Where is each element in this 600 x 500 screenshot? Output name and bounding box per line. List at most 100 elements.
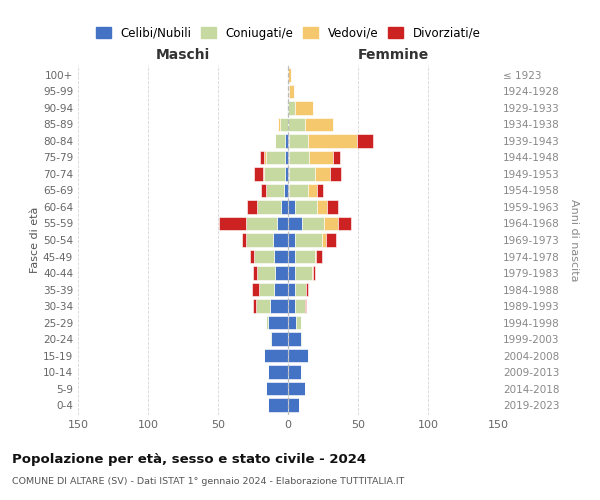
Bar xyxy=(289,184,308,197)
Bar xyxy=(322,233,326,247)
Bar xyxy=(271,332,288,346)
Bar xyxy=(242,233,246,247)
Bar xyxy=(256,300,270,313)
Bar xyxy=(295,250,314,264)
Y-axis label: Anni di nascita: Anni di nascita xyxy=(569,198,579,281)
Bar xyxy=(274,250,288,264)
Bar xyxy=(296,316,301,330)
Bar xyxy=(308,184,317,197)
Bar xyxy=(333,150,340,164)
Bar xyxy=(288,382,305,396)
Bar xyxy=(266,382,288,396)
Bar xyxy=(305,118,333,131)
Bar xyxy=(314,250,316,264)
Bar xyxy=(288,134,289,147)
Bar xyxy=(251,283,259,296)
Bar xyxy=(326,233,335,247)
Bar xyxy=(295,266,312,280)
Bar xyxy=(266,184,284,197)
Bar xyxy=(285,167,288,180)
Bar xyxy=(330,167,341,180)
Bar xyxy=(305,300,306,313)
Bar xyxy=(306,283,308,296)
Y-axis label: Fasce di età: Fasce di età xyxy=(30,207,40,273)
Bar xyxy=(287,101,288,114)
Bar xyxy=(288,233,295,247)
Bar xyxy=(325,216,338,230)
Bar xyxy=(220,216,246,230)
Bar xyxy=(266,150,285,164)
Bar xyxy=(270,300,288,313)
Bar xyxy=(314,167,330,180)
Bar xyxy=(284,184,288,197)
Bar xyxy=(289,167,314,180)
Bar xyxy=(281,200,288,214)
Bar xyxy=(268,366,288,379)
Bar xyxy=(317,200,327,214)
Bar xyxy=(302,216,325,230)
Bar xyxy=(288,250,295,264)
Bar xyxy=(264,349,288,362)
Bar xyxy=(295,300,305,313)
Bar xyxy=(268,398,288,412)
Text: Femmine: Femmine xyxy=(358,48,428,62)
Bar xyxy=(288,101,295,114)
Bar xyxy=(312,266,313,280)
Bar xyxy=(327,200,338,214)
Bar xyxy=(288,316,296,330)
Bar xyxy=(254,167,263,180)
Bar xyxy=(288,118,305,131)
Bar xyxy=(272,233,288,247)
Bar xyxy=(285,150,288,164)
Bar xyxy=(288,167,289,180)
Bar xyxy=(246,216,277,230)
Bar xyxy=(257,266,275,280)
Legend: Celibi/Nubili, Coniugati/e, Vedovi/e, Divorziati/e: Celibi/Nubili, Coniugati/e, Vedovi/e, Di… xyxy=(91,22,485,44)
Bar xyxy=(288,300,295,313)
Bar xyxy=(289,134,308,147)
Bar xyxy=(254,250,274,264)
Bar xyxy=(288,366,301,379)
Bar xyxy=(288,184,289,197)
Bar xyxy=(278,118,280,131)
Bar xyxy=(266,316,268,330)
Bar xyxy=(288,84,289,98)
Bar xyxy=(316,250,322,264)
Bar xyxy=(257,200,281,214)
Bar xyxy=(295,233,322,247)
Bar xyxy=(246,233,272,247)
Bar xyxy=(313,266,314,280)
Bar xyxy=(308,134,356,147)
Bar xyxy=(288,216,302,230)
Bar xyxy=(247,200,257,214)
Bar xyxy=(264,167,285,180)
Bar xyxy=(259,283,274,296)
Bar xyxy=(317,184,323,197)
Bar xyxy=(268,316,288,330)
Bar xyxy=(288,200,295,214)
Bar xyxy=(253,266,257,280)
Bar xyxy=(288,349,308,362)
Bar xyxy=(338,216,351,230)
Text: COMUNE DI ALTARE (SV) - Dati ISTAT 1° gennaio 2024 - Elaborazione TUTTITALIA.IT: COMUNE DI ALTARE (SV) - Dati ISTAT 1° ge… xyxy=(12,478,404,486)
Bar xyxy=(260,150,264,164)
Bar xyxy=(289,150,309,164)
Bar xyxy=(263,167,264,180)
Bar xyxy=(264,150,266,164)
Bar xyxy=(277,216,288,230)
Bar xyxy=(270,332,271,346)
Bar xyxy=(295,101,313,114)
Bar xyxy=(295,283,306,296)
Bar xyxy=(280,118,288,131)
Bar xyxy=(285,134,288,147)
Bar xyxy=(356,134,373,147)
Bar xyxy=(288,68,291,82)
Bar xyxy=(275,266,288,280)
Bar xyxy=(288,398,299,412)
Bar xyxy=(274,283,288,296)
Bar xyxy=(262,184,266,197)
Bar xyxy=(288,150,289,164)
Bar xyxy=(288,332,301,346)
Bar xyxy=(288,266,295,280)
Bar xyxy=(295,200,317,214)
